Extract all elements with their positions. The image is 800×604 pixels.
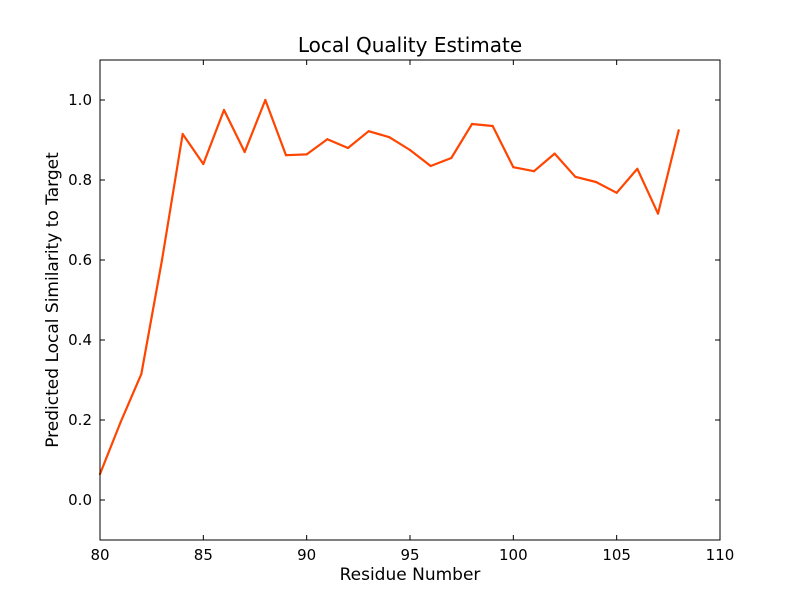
x-tick-label: 105: [602, 546, 631, 564]
data-point: [636, 167, 639, 170]
series-line-0: [98, 98, 680, 476]
plot-frame: [99, 59, 721, 541]
data-point: [429, 164, 432, 168]
data-point: [243, 150, 246, 154]
data-point: [346, 146, 350, 150]
data-point: [367, 130, 370, 133]
data-point: [264, 98, 267, 102]
x-tick-label: 80: [90, 546, 109, 564]
x-tick-label: 90: [297, 546, 316, 564]
y-tick-label: 0.4: [68, 331, 92, 349]
data-point: [553, 152, 556, 155]
data-point: [470, 122, 474, 126]
x-axis-label: Residue Number: [340, 565, 481, 585]
y-tick-label: 0.6: [68, 251, 92, 269]
data-point: [574, 175, 577, 178]
y-tick-label: 0.8: [68, 171, 92, 189]
data-point: [181, 132, 184, 136]
data-point: [388, 136, 391, 139]
data-point: [408, 148, 412, 152]
y-tick-label: 0.2: [68, 411, 92, 429]
x-tick-label: 110: [706, 546, 735, 564]
data-point: [160, 258, 164, 262]
data-point: [202, 162, 205, 166]
data-point: [119, 420, 122, 424]
data-point: [594, 180, 598, 184]
data-point: [140, 372, 143, 376]
data-point: [656, 212, 660, 215]
data-point: [512, 166, 515, 169]
data-point: [284, 154, 288, 157]
data-point: [305, 153, 308, 156]
data-point: [450, 156, 453, 160]
data-point: [677, 129, 680, 132]
x-tick-label: 85: [194, 546, 213, 564]
x-tick-label: 95: [400, 546, 419, 564]
data-point: [532, 170, 536, 173]
data-point: [491, 124, 494, 128]
x-tick-label: 100: [499, 546, 528, 564]
data-point: [222, 108, 226, 112]
data-point: [615, 191, 618, 194]
data-point: [326, 138, 329, 141]
y-tick-label: 1.0: [68, 91, 92, 109]
chart-title: Local Quality Estimate: [298, 33, 522, 57]
y-axis-label: Predicted Local Similarity to Target: [43, 152, 63, 448]
y-tick-label: 0.0: [68, 491, 92, 509]
